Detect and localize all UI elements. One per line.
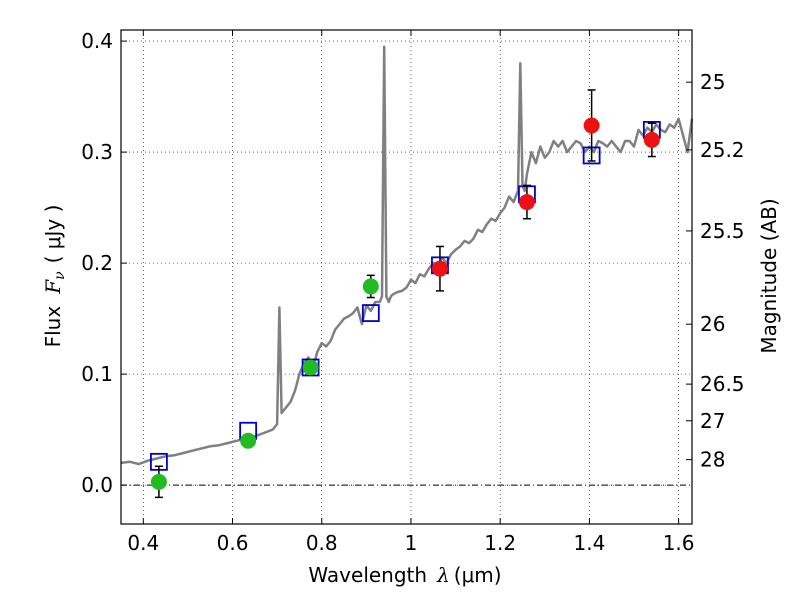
green-point [240,432,257,449]
plot-marks [120,45,694,499]
y-axis-label-symbol: F [41,279,65,295]
x-axis-label: Wavelength λ (μm) [308,563,501,587]
y-tick-label: 0.0 [81,473,113,497]
grid [121,30,692,524]
green-point [150,473,167,490]
y-axis-label-unit: ( μJy ) [41,205,65,264]
y-axis-label-subscript: ν [52,271,68,280]
right-axis-label: Magnitude (AB) [757,198,781,353]
red-point [643,131,660,148]
plot-frame [120,29,693,525]
y-tick-label: 0.1 [81,362,113,386]
y-axis-label: Flux Fν ( μJy ) [41,205,68,348]
y-axis-label-text: Flux [41,306,65,348]
y-tick-label: 0.2 [81,251,113,275]
red-point [431,260,448,277]
model-point [361,304,380,322]
right-tick-label: 26 [700,312,725,336]
x-tick-label: 0.4 [127,531,159,555]
right-tick-label: 27 [700,409,725,433]
spectrum-line [120,45,694,466]
x-tick-label: 1.4 [573,531,605,555]
x-tick-label: 1.2 [484,531,516,555]
x-axis-label-unit: (μm) [454,563,502,587]
right-tick-label: 25 [700,70,725,94]
right-tick-label: 25.5 [700,219,745,243]
x-axis-label-text: Wavelength [308,563,427,587]
x-tick-label: 0.8 [306,531,338,555]
right-tick-label: 26.5 [700,372,745,396]
y-tick-label: 0.3 [81,140,113,164]
x-tick-label: 1.6 [663,531,695,555]
y-tick-label: 0.4 [81,29,113,53]
green-point [362,278,379,295]
right-tick-label: 28 [700,448,725,472]
x-tick-label: 1 [405,531,418,555]
red-point [583,117,600,134]
right-tick-label: 25.2 [700,138,745,162]
green-point [302,359,319,376]
x-tick-label: 0.6 [217,531,249,555]
axes: 0.4 0.6 0.8 1 1.2 1.4 1.6 0.0 0.1 0.2 0.3 0.4 25 25.2… [81,29,744,555]
x-axis-label-symbol: λ [436,563,450,587]
red-point [518,194,535,211]
